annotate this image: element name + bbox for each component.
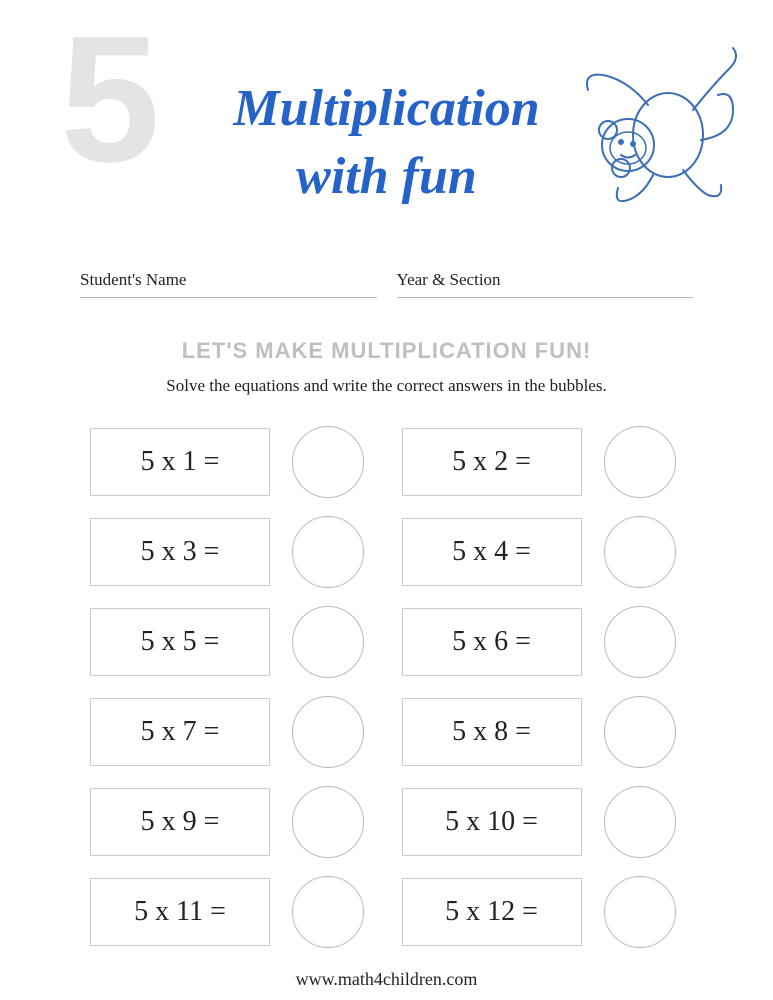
year-section-line <box>397 294 694 298</box>
student-name-label: Student's Name <box>80 270 377 290</box>
title-line1: Multiplication <box>233 80 539 137</box>
problem-row: 5 x 9 = <box>90 786 372 858</box>
answer-bubble[interactable] <box>292 786 364 858</box>
equation-box: 5 x 6 = <box>402 608 582 676</box>
problem-row: 5 x 1 = <box>90 426 372 498</box>
problem-row: 5 x 7 = <box>90 696 372 768</box>
problem-row: 5 x 11 = <box>90 876 372 948</box>
equation-box: 5 x 5 = <box>90 608 270 676</box>
answer-bubble[interactable] <box>604 426 676 498</box>
problem-row: 5 x 12 = <box>402 876 684 948</box>
equation-box: 5 x 8 = <box>402 698 582 766</box>
answer-bubble[interactable] <box>604 696 676 768</box>
section-subtitle: LET'S MAKE MULTIPLICATION FUN! <box>0 338 773 364</box>
big-number: 5 <box>60 10 160 190</box>
equation-box: 5 x 12 = <box>402 878 582 946</box>
answer-bubble[interactable] <box>292 426 364 498</box>
worksheet-header: 5 Multiplication with fun <box>0 0 773 230</box>
student-name-line <box>80 294 377 298</box>
equation-box: 5 x 4 = <box>402 518 582 586</box>
problem-row: 5 x 8 = <box>402 696 684 768</box>
equation-box: 5 x 9 = <box>90 788 270 856</box>
answer-bubble[interactable] <box>604 876 676 948</box>
answer-bubble[interactable] <box>292 696 364 768</box>
footer-url: www.math4children.com <box>0 969 773 990</box>
answer-bubble[interactable] <box>604 516 676 588</box>
problem-row: 5 x 4 = <box>402 516 684 588</box>
problem-row: 5 x 6 = <box>402 606 684 678</box>
answer-bubble[interactable] <box>604 786 676 858</box>
problem-row: 5 x 5 = <box>90 606 372 678</box>
monkey-icon <box>573 40 743 210</box>
answer-bubble[interactable] <box>292 876 364 948</box>
problem-row: 5 x 3 = <box>90 516 372 588</box>
answer-bubble[interactable] <box>292 516 364 588</box>
worksheet-title: Multiplication with fun <box>233 75 539 210</box>
year-section-label: Year & Section <box>397 270 694 290</box>
equation-box: 5 x 7 = <box>90 698 270 766</box>
problems-grid: 5 x 1 = 5 x 2 = 5 x 3 = 5 x 4 = 5 x 5 = … <box>0 396 773 948</box>
problem-row: 5 x 10 = <box>402 786 684 858</box>
student-info-row: Student's Name Year & Section <box>0 230 773 298</box>
answer-bubble[interactable] <box>292 606 364 678</box>
equation-box: 5 x 2 = <box>402 428 582 496</box>
problem-row: 5 x 2 = <box>402 426 684 498</box>
section-instructions: Solve the equations and write the correc… <box>0 376 773 396</box>
equation-box: 5 x 11 = <box>90 878 270 946</box>
year-section-field[interactable]: Year & Section <box>397 270 694 298</box>
title-line2: with fun <box>296 148 477 205</box>
equation-box: 5 x 1 = <box>90 428 270 496</box>
student-name-field[interactable]: Student's Name <box>80 270 377 298</box>
equation-box: 5 x 3 = <box>90 518 270 586</box>
answer-bubble[interactable] <box>604 606 676 678</box>
equation-box: 5 x 10 = <box>402 788 582 856</box>
